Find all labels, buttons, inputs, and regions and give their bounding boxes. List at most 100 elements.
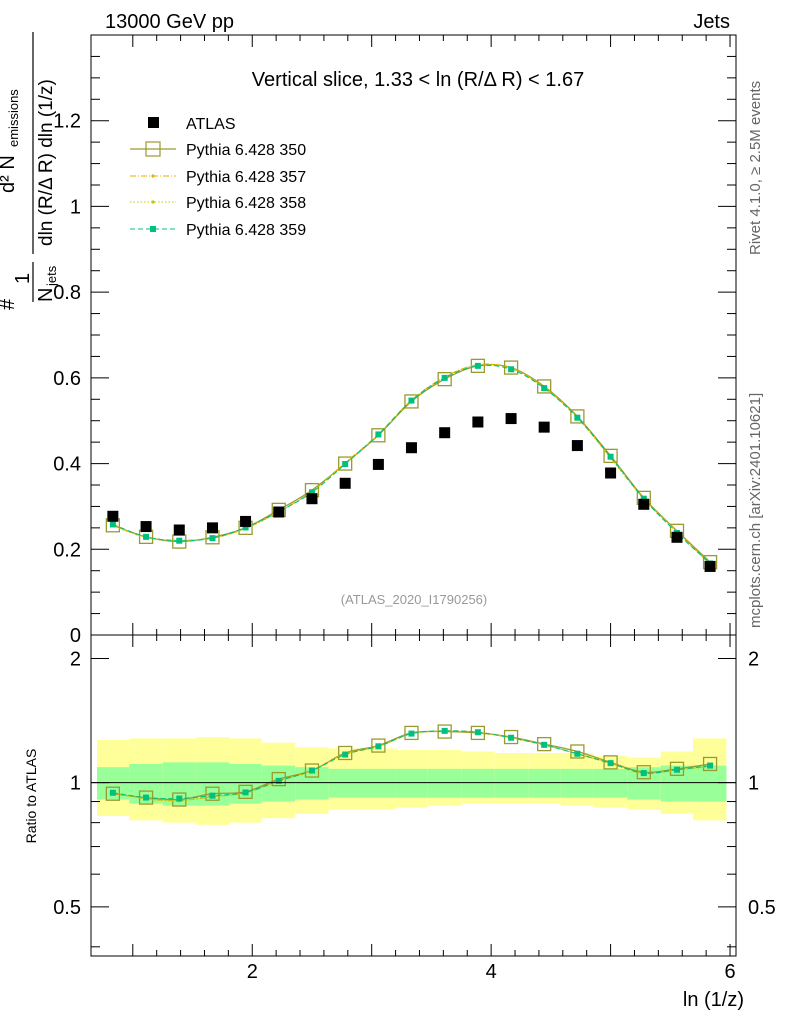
main-point-pythia-6-428-359-9 [408,397,415,404]
main-series-pythia-6-428-357 [111,362,712,566]
legend-label-359: Pythia 6.428 359 [186,222,306,239]
ratio-point-pythia-6-428-350-7 [338,745,353,761]
ratio-point-pythia-6-428-359-16 [640,770,647,777]
main-line-pythia-6-428-357 [112,363,711,565]
main-point-atlas-2 [173,524,185,536]
main-point-atlas-11 [472,416,484,428]
axis-ticks [91,34,736,956]
ylabel-frac2-num: d² N [0,155,19,193]
main-point-pythia-6-428-359-4 [242,524,249,531]
ylabel-frac1-num: 1 [12,273,34,284]
mcplots-label: mcplots.cern.ch [arXiv:2401.10621] [747,393,764,628]
main-point-pythia-6-428-359-2 [176,537,183,544]
ratio-point-pythia-6-428-359-13 [541,741,548,748]
ratio-point-pythia-6-428-359-10 [441,727,448,734]
plot-title: Vertical slice, 1.33 < ln (R/Δ R) < 1.67 [252,69,584,91]
main-y-tick-label-4: 0.8 [53,282,81,304]
ratio-series-pythia-6-428-359 [109,727,714,802]
legend-marker-350 [145,141,161,157]
legend-label-atlas: ATLAS [186,116,236,133]
main-point-pythia-6-428-350-8 [371,428,386,443]
header-right: Jets [693,11,730,33]
ratio-band-inner-4 [229,763,262,804]
main-point-atlas-4 [240,515,252,527]
main-point-pythia-6-428-350-14 [570,409,585,424]
main-series-pythia-6-428-359 [109,362,714,567]
main-series-atlas [107,413,716,572]
main-point-pythia-6-428-359-15 [607,453,614,460]
main-point-pythia-6-428-359-0 [109,521,116,528]
main-y-tick-label-3: 0.6 [53,368,81,390]
ratio-point-pythia-6-428-350-3 [205,786,220,801]
main-point-atlas-15 [605,467,617,479]
main-point-atlas-18 [704,560,716,572]
main-point-atlas-1 [140,521,152,533]
main-point-pythia-6-428-350-13 [537,379,552,394]
x-tick-label-4: 4 [486,961,497,983]
main-point-atlas-6 [306,493,318,505]
main-point-atlas-12 [505,413,517,425]
main-point-pythia-6-428-359-16 [640,495,647,502]
legend-label-350: Pythia 6.428 350 [186,142,306,159]
ratio-point-pythia-6-428-350-2 [172,792,187,807]
ratio-point-pythia-6-428-359-6 [308,767,315,774]
main-point-atlas-16 [638,498,650,510]
ratio-band-inner-9 [427,768,462,798]
main-point-atlas-17 [671,531,683,543]
ratio-band-inner-7 [328,768,396,798]
analysis-watermark: (ATLAS_2020_I1790256) [341,592,487,607]
main-point-atlas-10 [439,427,451,439]
main-point-atlas-5 [273,506,285,518]
main-point-pythia-6-428-359-11 [474,362,481,369]
ratio-point-pythia-6-428-359-5 [275,777,282,784]
ratio-point-pythia-6-428-350-14 [570,744,585,759]
ratio-band-inner-10 [461,768,495,798]
legend-marker-359 [150,226,156,232]
main-point-pythia-6-428-359-13 [541,385,548,392]
main-point-pythia-6-428-359-7 [342,461,349,467]
main-point-pythia-6-428-359-10 [441,374,448,381]
main-y-tick-label-6: 1.2 [53,111,81,133]
ratio-point-pythia-6-428-350-8 [371,738,386,753]
main-series-pythia-6-428-350 [105,358,718,570]
ratio-point-pythia-6-428-359-1 [143,794,150,801]
ratio-band-inner-14 [593,768,628,798]
legend: ATLAS Pythia 6.428 350 Pythia 6.428 357 … [130,116,306,239]
main-point-pythia-6-428-359-8 [375,431,382,438]
ratio-y-tick-label-left-0: 0.5 [53,897,81,919]
ratio-band-inner-11 [494,768,529,798]
main-y-axis-label: # 1 N jets d² N emissions dln (R/Δ R) dl… [0,32,59,310]
main-series-layer [105,358,718,572]
ratio-error-bands [96,737,727,825]
x-tick-label-6: 6 [724,961,735,983]
ratio-point-pythia-6-428-359-2 [176,795,183,802]
ratio-y-tick-label-right-0: 0.5 [748,897,776,919]
ratio-point-pythia-6-428-359-11 [474,729,481,736]
ratio-y-tick-label-left-1: 1 [70,773,81,795]
main-point-pythia-6-428-350-10 [437,371,452,387]
main-point-atlas-0 [107,510,119,522]
ratio-point-pythia-6-428-359-7 [342,751,349,758]
main-y-tick-label-5: 1 [70,196,81,218]
ratio-series-layer [105,724,718,807]
legend-label-358: Pythia 6.428 358 [186,195,306,212]
ratio-point-pythia-6-428-350-18 [702,756,718,772]
main-point-atlas-13 [538,421,550,433]
ratio-band-inner-3 [196,762,230,806]
main-y-tick-label-0: 0 [70,625,81,647]
ratio-band-inner-17 [693,765,727,802]
main-point-atlas-14 [571,440,583,452]
header-left: 13000 GeV pp [105,11,234,33]
ratio-point-pythia-6-428-359-17 [673,766,680,773]
ratio-point-pythia-6-428-359-12 [508,734,515,741]
ratio-y-tick-label-right-1: 1 [748,773,759,795]
legend-marker-atlas [148,117,159,128]
ratio-point-pythia-6-428-359-15 [607,760,614,767]
ratio-band-inner-12 [528,768,561,798]
ratio-band-inner-8 [395,768,428,798]
main-point-pythia-6-428-350-9 [404,394,419,409]
main-point-pythia-6-428-350-7 [338,456,353,471]
ratio-point-pythia-6-428-359-9 [408,730,415,737]
ylabel-frac2-den: dln (R/Δ R) dln (1/z) [36,79,57,246]
ylabel-frac2-num-sub: emissions [6,89,21,147]
